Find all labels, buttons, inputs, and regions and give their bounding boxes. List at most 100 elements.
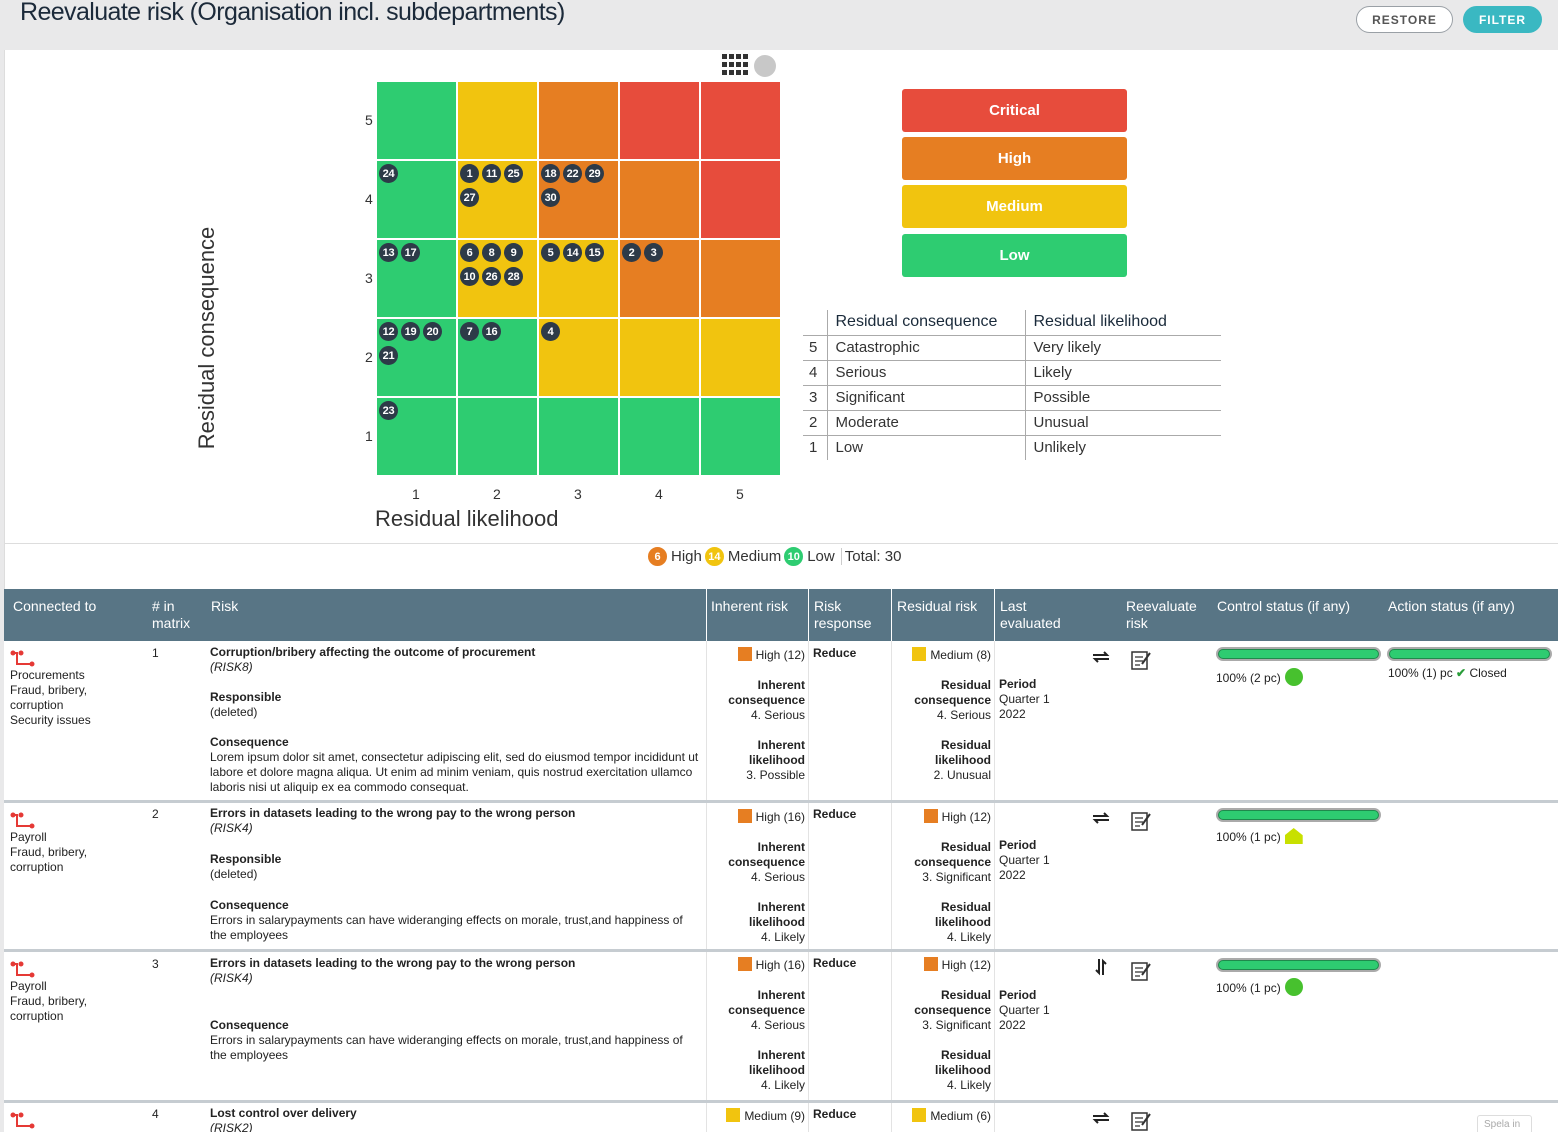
risk-badge[interactable]: 23 (379, 401, 398, 420)
matrix-cell-c3-l3[interactable]: 5 14 15 (539, 240, 618, 317)
scale-likelihood: Likely (1025, 360, 1221, 386)
matrix-cell-c2-l2[interactable]: 7 16 (458, 319, 537, 396)
table-row[interactable]: Procurements Fraud, bribery, corruption … (4, 641, 1558, 803)
risk-badge[interactable]: 17 (401, 243, 420, 262)
risk-badge[interactable]: 27 (460, 188, 479, 207)
matrix-cell-c4-l2[interactable]: 1 11 25 27 (458, 161, 537, 238)
risk-title[interactable]: Lost control over delivery (210, 1106, 357, 1120)
table-row[interactable]: Payroll Fraud, bribery, corruption 3 Err… (4, 952, 1558, 1103)
risk-badge[interactable]: 16 (482, 322, 501, 341)
matrix-cell-c5-l1[interactable] (377, 82, 456, 159)
matrix-cell-c3-l1[interactable]: 13 17 (377, 240, 456, 317)
risk-badge[interactable]: 25 (504, 164, 523, 183)
swap-icon[interactable] (1092, 812, 1110, 824)
risk-badge[interactable]: 9 (504, 243, 523, 262)
risk-badge[interactable]: 11 (482, 164, 501, 183)
col-inherent[interactable]: Inherent risk (711, 598, 789, 614)
risk-badge[interactable]: 8 (482, 243, 501, 262)
matrix-cell-c4-l3[interactable]: 18 22 29 30 (539, 161, 618, 238)
risk-badge[interactable]: 30 (541, 188, 560, 207)
risk-badge[interactable]: 4 (541, 322, 560, 341)
risk-badge[interactable]: 19 (401, 322, 420, 341)
matrix-cell-c1-l3[interactable] (539, 398, 618, 475)
col-response[interactable]: Risk response (814, 598, 872, 631)
matrix-cell-c2-l5[interactable] (701, 319, 780, 396)
risk-title[interactable]: Corruption/bribery affecting the outcome… (210, 645, 536, 659)
matrix-cell-c2-l3[interactable]: 4 (539, 319, 618, 396)
scale-header-likelihood: Residual likelihood (1025, 310, 1221, 336)
col-action-status[interactable]: Action status (if any) (1388, 598, 1515, 614)
matrix-cell-c2-l4[interactable] (620, 319, 699, 396)
risk-badge[interactable]: 18 (541, 164, 560, 183)
table-row[interactable]: 4 Lost control over delivery (RISK2) Med… (4, 1103, 1558, 1132)
matrix-cell-c1-l2[interactable] (458, 398, 537, 475)
risk-badge[interactable]: 12 (379, 322, 398, 341)
matrix-cell-c1-l1[interactable]: 23 (377, 398, 456, 475)
risk-badge[interactable]: 28 (504, 267, 523, 286)
risk-badge[interactable]: 3 (644, 243, 663, 262)
matrix-number: 1 (152, 646, 159, 660)
col-residual[interactable]: Residual risk (897, 598, 978, 614)
connected-item: Payroll (10, 830, 47, 844)
matrix-cell-c5-l4[interactable] (620, 82, 699, 159)
table-row[interactable]: Payroll Fraud, bribery, corruption 2 Err… (4, 803, 1558, 952)
responsible-label: Responsible (210, 852, 282, 866)
risk-badge[interactable]: 1 (460, 164, 479, 183)
risk-badge[interactable]: 7 (460, 322, 479, 341)
record-button[interactable]: Spela in (1477, 1115, 1532, 1132)
connection-icon[interactable] (10, 811, 36, 831)
grid-view-icon[interactable] (722, 54, 750, 76)
matrix-cell-c3-l5[interactable] (701, 240, 780, 317)
col-num[interactable]: # in matrix (152, 598, 191, 631)
restore-button[interactable]: RESTORE (1356, 6, 1453, 33)
filter-button[interactable]: FILTER (1463, 6, 1542, 33)
matrix-cell-c1-l4[interactable] (620, 398, 699, 475)
matrix-cell-c5-l3[interactable] (539, 82, 618, 159)
risk-title[interactable]: Errors in datasets leading to the wrong … (210, 956, 576, 970)
col-control-status[interactable]: Control status (if any) (1217, 598, 1351, 614)
matrix-cell-c5-l2[interactable] (458, 82, 537, 159)
risk-badge[interactable]: 2 (622, 243, 641, 262)
matrix-cell-c4-l4[interactable] (620, 161, 699, 238)
residual-likelihood-label: Residual likelihood (934, 900, 991, 929)
col-connected[interactable]: Connected to (13, 598, 97, 614)
risk-badge[interactable]: 10 (460, 267, 479, 286)
risk-badge[interactable]: 13 (379, 243, 398, 262)
risk-badge[interactable]: 14 (563, 243, 582, 262)
bubble-view-icon[interactable] (754, 55, 776, 77)
matrix-cell-c4-l1[interactable]: 24 (377, 161, 456, 238)
matrix-cell-c1-l5[interactable] (701, 398, 780, 475)
col-reevaluate[interactable]: Reevaluate risk (1126, 598, 1197, 631)
reevaluate-edit-icon[interactable] (1130, 810, 1152, 832)
risk-badge[interactable]: 24 (379, 164, 398, 183)
swap-icon[interactable] (1092, 651, 1110, 663)
risk-badge[interactable]: 29 (585, 164, 604, 183)
y-tick-label: 4 (365, 191, 373, 207)
matrix-cell-c2-l1[interactable]: 12 19 20 21 (377, 319, 456, 396)
risk-badge[interactable]: 22 (563, 164, 582, 183)
risk-cell: Errors in datasets leading to the wrong … (210, 956, 700, 1063)
reevaluate-edit-icon[interactable] (1130, 649, 1152, 671)
connection-icon[interactable] (10, 1111, 36, 1131)
risk-response: Reduce (813, 1107, 857, 1121)
risk-badge[interactable]: 15 (585, 243, 604, 262)
matrix-cell-c4-l5[interactable] (701, 161, 780, 238)
matrix-cell-c3-l2[interactable]: 6 8 9 10 26 28 (458, 240, 537, 317)
risk-badge[interactable]: 6 (460, 243, 479, 262)
connection-icon[interactable] (10, 649, 36, 669)
col-last-evaluated[interactable]: Last evaluated (1000, 598, 1061, 631)
risk-title[interactable]: Errors in datasets leading to the wrong … (210, 806, 576, 820)
swap-icon[interactable] (1092, 1112, 1110, 1124)
col-risk[interactable]: Risk (211, 598, 239, 614)
risk-badge[interactable]: 21 (379, 346, 398, 365)
matrix-cell-c5-l5[interactable] (701, 82, 780, 159)
swap-vertical-icon[interactable] (1094, 958, 1108, 976)
connection-icon[interactable] (10, 960, 36, 980)
risk-badge[interactable]: 5 (541, 243, 560, 262)
risk-badge[interactable]: 20 (423, 322, 442, 341)
risk-badge[interactable]: 26 (482, 267, 501, 286)
reevaluate-edit-icon[interactable] (1130, 1110, 1152, 1132)
period-value: Quarter 1 (999, 692, 1050, 706)
reevaluate-edit-icon[interactable] (1130, 960, 1152, 982)
